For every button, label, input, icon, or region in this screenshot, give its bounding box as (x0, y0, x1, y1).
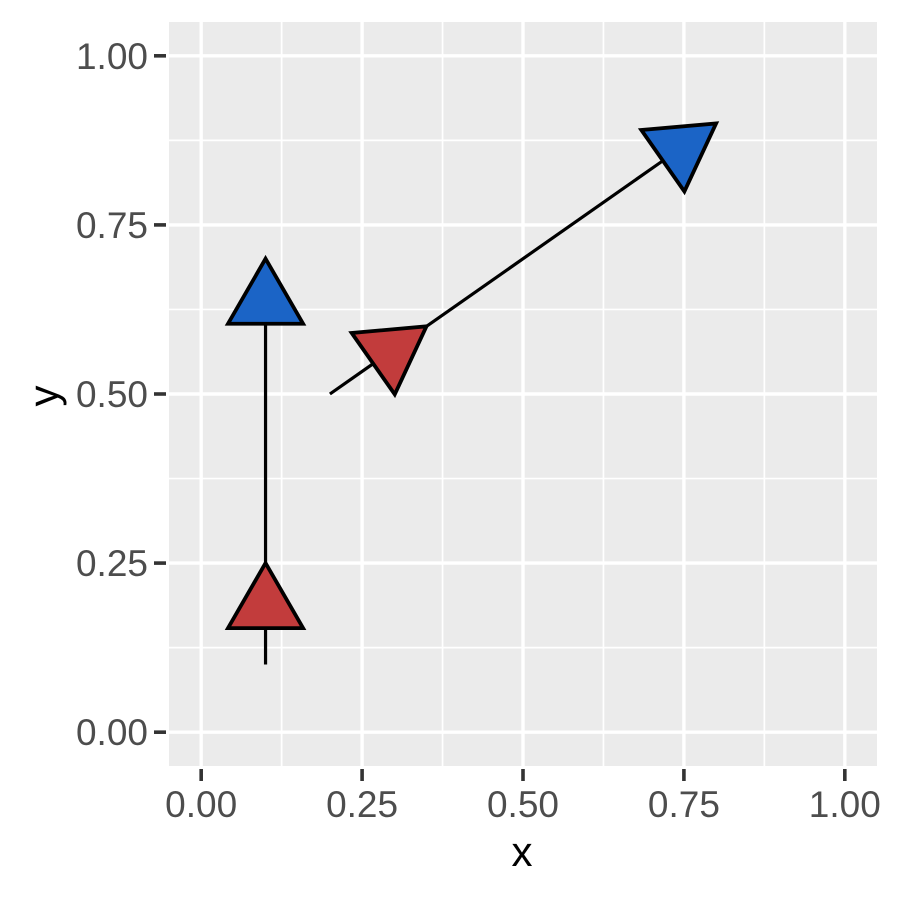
x-tick-label: 1.00 (809, 784, 881, 825)
arrowhead (637, 121, 720, 196)
x-tick-label: 0.75 (648, 784, 720, 825)
y-tick-label: 0.50 (76, 374, 148, 415)
arrowhead (224, 254, 307, 326)
x-tick-label: 0.25 (326, 784, 398, 825)
x-tick-label: 0.50 (487, 784, 559, 825)
x-tick-label: 0.00 (165, 784, 237, 825)
arrowhead (348, 324, 430, 399)
y-tick-label: 0.25 (76, 543, 148, 584)
y-tick-label: 0.75 (76, 205, 148, 246)
y-axis-title: y (20, 385, 67, 407)
y-tick-label: 0.00 (76, 712, 148, 753)
y-tick-label: 1.00 (76, 36, 148, 77)
arrowhead (224, 559, 307, 630)
x-axis-title: x (511, 828, 533, 875)
